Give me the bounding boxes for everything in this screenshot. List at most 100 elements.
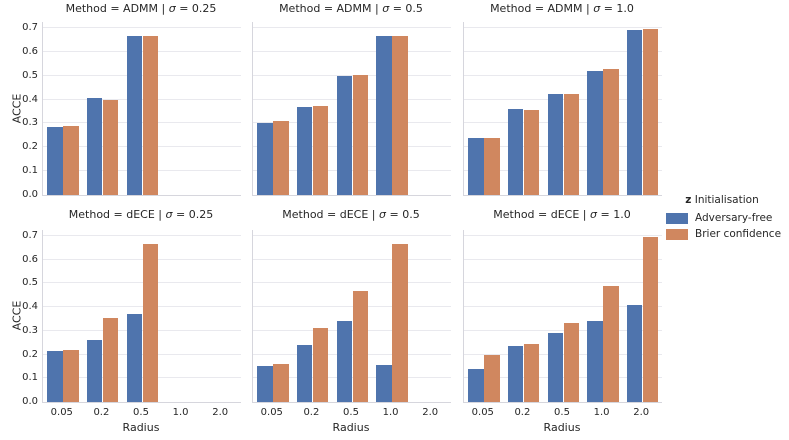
gridline-0.3	[253, 122, 451, 124]
gridline-0.4	[253, 306, 451, 308]
y-tick-label-0.5: 0.5	[22, 277, 38, 289]
gridline-0.7	[464, 26, 662, 28]
gridline-0.1	[464, 377, 662, 379]
plot-area-dece-sigma-0.5	[252, 230, 451, 403]
gridline-0.4	[43, 306, 241, 308]
bar-brier-confidence-radius-0.05	[273, 364, 289, 402]
sigma-symbol: σ	[593, 2, 601, 15]
y-axis-label-acce: ACCE	[10, 93, 24, 123]
sigma-symbol: σ	[168, 2, 176, 15]
sigma-symbol: σ	[382, 2, 390, 15]
bar-brier-confidence-radius-1.0	[603, 285, 619, 402]
y-tick-label-0.4: 0.4	[22, 301, 38, 313]
gridline-0.5	[464, 282, 662, 284]
bar-adversary-free-radius-1.0	[376, 365, 392, 402]
y-axis-label-acce: ACCE	[10, 300, 24, 331]
gridline-0.3	[43, 329, 241, 331]
bar-adversary-free-radius-1.0	[587, 321, 603, 402]
gridline-0.2	[43, 146, 241, 148]
gridline-0.5	[253, 282, 451, 284]
x-tick-label-2.0: 2.0	[422, 407, 439, 418]
x-tick-label-0.2: 0.2	[514, 407, 531, 418]
subplot-title-admm-sigma-0.5: Method = ADMM | σ = 0.5	[279, 2, 423, 15]
bar-adversary-free-radius-1.0	[376, 36, 392, 195]
x-tick-label-1.0: 1.0	[382, 407, 399, 418]
bar-brier-confidence-radius-0.5	[563, 322, 579, 402]
bar-brier-confidence-radius-0.5	[352, 74, 368, 195]
gridline-0.3	[464, 329, 662, 331]
gridline-0.3	[464, 122, 662, 124]
subplot-title-admm-sigma-1.0: Method = ADMM | σ = 1.0	[490, 2, 634, 15]
bar-adversary-free-radius-2.0	[626, 30, 643, 195]
bar-brier-confidence-radius-0.2	[523, 110, 540, 195]
x-tick-label-1.0: 1.0	[593, 407, 610, 418]
bar-brier-confidence-radius-1.0	[392, 36, 408, 195]
gridline-0.7	[464, 234, 662, 236]
gridline-0.2	[43, 353, 241, 355]
legend-entry-adversary-free: Adversary-free	[655, 210, 789, 226]
gridline-0.5	[43, 74, 241, 76]
x-axis-label-radius: Radius	[122, 421, 160, 434]
gridline-0.6	[253, 50, 451, 52]
bar-brier-confidence-radius-1.0	[392, 244, 408, 402]
bar-adversary-free-radius-0.2	[296, 106, 313, 195]
gridline-0.4	[253, 98, 451, 100]
x-tick-label-0.5: 0.5	[133, 407, 149, 418]
bar-brier-confidence-radius-0.5	[352, 290, 368, 402]
y-tick-label-0.7: 0.7	[22, 21, 38, 33]
legend-label-adversary-free: Adversary-free	[695, 212, 773, 224]
gridline-0.3	[43, 122, 241, 124]
subplot-title-dece-sigma-0.25: Method = dECE | σ = 0.25	[68, 208, 214, 221]
plot-area-admm-sigma-1.0	[463, 22, 662, 196]
x-tick-label-0.2: 0.2	[93, 407, 110, 418]
bar-brier-confidence-radius-0.2	[523, 343, 540, 402]
bar-adversary-free-radius-0.5	[547, 333, 563, 402]
bar-adversary-free-radius-0.2	[86, 98, 103, 195]
x-tick-label-0.2: 0.2	[303, 407, 320, 418]
bar-adversary-free-radius-0.5	[126, 36, 142, 195]
x-tick-label-2.0: 2.0	[212, 407, 229, 418]
bar-adversary-free-radius-0.05	[47, 127, 63, 195]
gridline-0.3	[253, 329, 451, 331]
bar-adversary-free-radius-0.2	[86, 340, 103, 402]
bar-brier-confidence-radius-0.2	[102, 317, 119, 402]
x-tick-label-2.0: 2.0	[633, 407, 650, 418]
gridline-0.1	[253, 377, 451, 379]
bar-adversary-free-radius-0.05	[468, 368, 484, 402]
y-tick-label-0.2: 0.2	[22, 348, 38, 360]
bar-adversary-free-radius-0.5	[336, 321, 352, 402]
gridline-0.4	[464, 98, 662, 100]
legend-title-rest: Initialisation	[691, 194, 759, 206]
legend-entry-brier-confidence: Brier confidence	[655, 226, 789, 242]
gridline-0.2	[464, 353, 662, 355]
bar-adversary-free-radius-0.2	[507, 109, 524, 195]
subplot-title-admm-sigma-0.25: Method = ADMM | σ = 0.25	[65, 2, 217, 15]
gridline-0.2	[253, 146, 451, 148]
y-tick-label-0.4: 0.4	[22, 93, 38, 105]
subplot-title-dece-sigma-0.5: Method = dECE | σ = 0.5	[282, 208, 420, 221]
gridline-0.7	[43, 234, 241, 236]
y-tick-label-0.3: 0.3	[22, 117, 38, 129]
legend-title: z Initialisation	[655, 193, 789, 207]
bar-brier-confidence-radius-0.05	[63, 349, 79, 402]
plot-area-dece-sigma-0.25	[42, 230, 241, 403]
legend-swatch-brier-confidence	[666, 228, 688, 240]
plot-area-admm-sigma-0.5	[252, 22, 451, 196]
sigma-symbol: σ	[379, 208, 386, 221]
x-tick-label-0.05: 0.05	[260, 407, 283, 418]
x-axis-label-radius: Radius	[543, 421, 581, 434]
legend-swatch-adversary-free	[666, 212, 688, 224]
x-tick-label-0.5: 0.5	[343, 407, 359, 418]
bar-brier-confidence-radius-0.2	[102, 99, 119, 195]
y-tick-label-0.3: 0.3	[22, 324, 38, 336]
gridline-0.2	[253, 353, 451, 355]
x-tick-label-1.0: 1.0	[172, 407, 189, 418]
gridline-0.6	[464, 258, 662, 260]
bar-adversary-free-radius-0.05	[468, 137, 484, 195]
bar-brier-confidence-radius-0.5	[142, 244, 158, 402]
x-tick-label-0.05: 0.05	[471, 407, 494, 418]
y-tick-label-0.5: 0.5	[22, 69, 38, 81]
legend-title-bold: z	[685, 194, 692, 206]
sigma-symbol: σ	[590, 208, 597, 221]
gridline-0.7	[43, 26, 241, 28]
